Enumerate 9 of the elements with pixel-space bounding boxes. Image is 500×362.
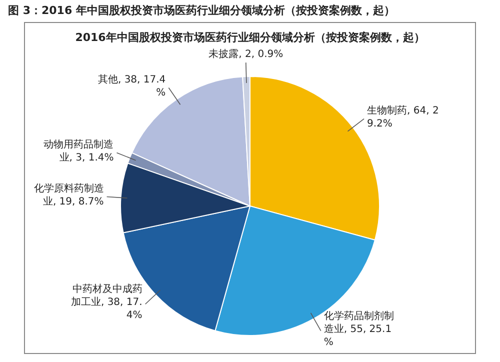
chart-title: 图 3：2016 年中国股权投资市场医药行业细分领域分析（按投资案例数，起） (8, 3, 395, 18)
slice-label: 生物制药, 64, 29.2% (367, 104, 439, 130)
slice-label: 动物用药品制造业, 3, 1.4% (44, 138, 114, 164)
slice-label: 化学药品制剂制造业, 55, 25.1% (324, 310, 394, 348)
slice-label: 未披露, 2, 0.9% (208, 48, 284, 60)
slice-label: 化学原料药制造业, 19, 8.7% (34, 182, 104, 208)
slice-label: 中药材及中成药加工业, 38, 17.4% (70, 283, 142, 322)
slice-label: 其他, 38, 17.4% (98, 73, 166, 98)
chart-subtitle: 2016年中国股权投资市场医药行业细分领域分析（按投资案例数，起） (74, 30, 426, 45)
